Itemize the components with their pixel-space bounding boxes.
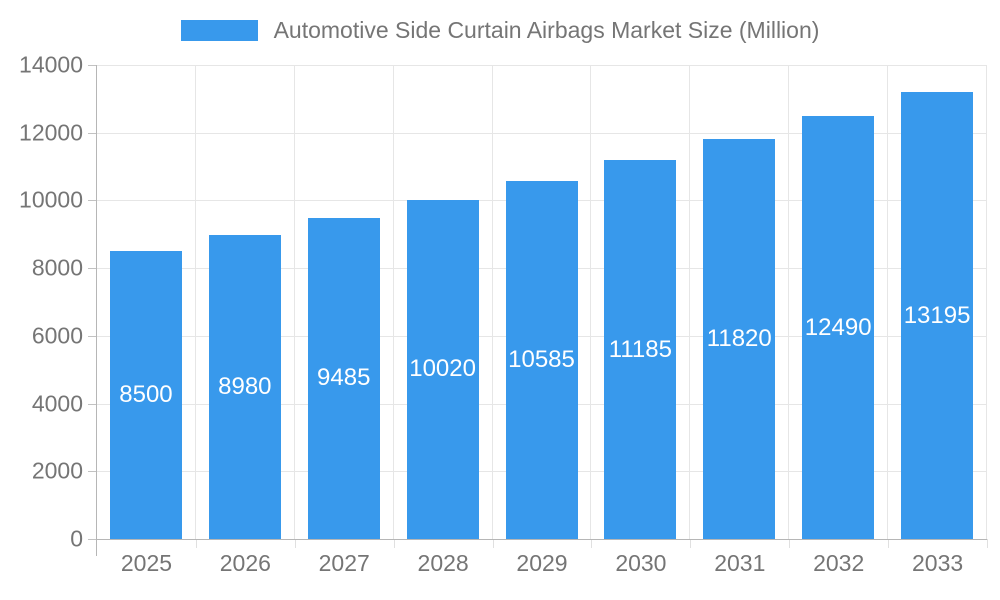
y-axis-tick xyxy=(88,335,96,337)
x-axis-tick xyxy=(294,539,296,548)
bar-value-label: 8500 xyxy=(119,381,173,409)
x-axis-tick xyxy=(888,539,890,548)
chart-legend: Automotive Side Curtain Airbags Market S… xyxy=(0,17,1000,44)
x-axis-tick xyxy=(690,539,692,548)
bar-2032[interactable]: 12490 xyxy=(802,116,875,539)
bar-2033[interactable]: 13195 xyxy=(901,92,974,539)
legend-label: Automotive Side Curtain Airbags Market S… xyxy=(273,17,820,43)
bar-value-label: 9485 xyxy=(317,364,371,392)
y-axis-tick xyxy=(88,403,96,405)
y-axis-label: 14000 xyxy=(19,51,83,78)
x-axis: 2025 2026 2027 2028 2029 2030 2031 2032 2033 xyxy=(97,550,987,577)
x-axis-label-2029: 2029 xyxy=(516,550,568,576)
category-cell-2030: 11185 xyxy=(591,65,691,539)
bar-2027[interactable]: 9485 xyxy=(307,217,380,539)
bar-value-label: 11185 xyxy=(608,335,672,363)
y-axis-tick xyxy=(88,65,96,66)
y-axis-tick xyxy=(88,132,96,134)
bar-value-label: 8980 xyxy=(218,372,272,400)
x-axis-label-2025: 2025 xyxy=(120,550,173,576)
bar-value-label: 10585 xyxy=(508,345,575,373)
x-axis-tick xyxy=(591,539,593,548)
legend-swatch-icon xyxy=(180,20,258,41)
category-cell-2028: 10020 xyxy=(394,65,493,539)
x-axis-tick xyxy=(987,539,988,548)
category-cell-2027: 9485 xyxy=(295,65,394,539)
y-axis: 0 2000 4000 6000 8000 10000 12000 14000 xyxy=(0,52,97,552)
bar-value-label: 11820 xyxy=(706,324,772,352)
x-axis-label-2026: 2026 xyxy=(219,550,271,576)
category-cell-2032: 12490 xyxy=(789,65,889,539)
gridline xyxy=(97,132,987,134)
category-cell-2033: 13195 xyxy=(888,65,988,539)
x-axis-tick xyxy=(492,539,494,548)
y-axis-label: 0 xyxy=(70,525,83,552)
x-baseline xyxy=(97,539,987,540)
bar-value-label: 12490 xyxy=(804,313,872,341)
y-axis-tick xyxy=(88,200,96,202)
x-axis-label-2032: 2032 xyxy=(813,550,865,576)
bar-value-label: 10020 xyxy=(409,355,476,383)
gridline xyxy=(97,65,987,66)
bar-2030[interactable]: 11185 xyxy=(604,160,677,539)
y-axis-label: 6000 xyxy=(31,322,83,349)
y-axis-label: 12000 xyxy=(19,119,83,146)
bar-value-label: 13195 xyxy=(903,301,971,329)
bar-2029[interactable]: 10585 xyxy=(505,180,578,539)
bar-2028[interactable]: 10020 xyxy=(406,199,479,539)
y-axis-tick xyxy=(88,539,96,540)
x-axis-label-2027: 2027 xyxy=(318,550,370,576)
x-axis-label-2031: 2031 xyxy=(714,550,766,576)
category-cell-2031: 11820 xyxy=(690,65,790,539)
category-cell-2026: 8980 xyxy=(196,65,295,539)
x-axis-label-2030: 2030 xyxy=(615,550,667,576)
bar-2025[interactable]: 8500 xyxy=(109,251,182,539)
y-axis-label: 10000 xyxy=(19,186,83,213)
x-axis-tick xyxy=(393,539,395,548)
y-axis-label: 2000 xyxy=(31,457,83,484)
y-axis-tick xyxy=(88,471,96,473)
bar-2031[interactable]: 11820 xyxy=(703,138,776,539)
y-axis-label: 4000 xyxy=(31,390,83,417)
plot-area: 8500 8980 9485 10020 10585 11185 11820 12490 131… xyxy=(97,65,988,540)
x-axis-tick xyxy=(789,539,791,548)
y-axis-label: 8000 xyxy=(31,254,83,281)
x-axis-ticks xyxy=(97,539,988,548)
x-axis-tick xyxy=(195,539,197,548)
category-cell-2029: 10585 xyxy=(493,65,592,539)
y-axis-tick xyxy=(88,268,96,270)
x-axis-label-2033: 2033 xyxy=(911,550,964,576)
category-cell-2025: 8500 xyxy=(97,65,196,539)
bar-2026[interactable]: 8980 xyxy=(208,234,281,539)
y-axis-line xyxy=(96,65,97,556)
x-axis-label-2028: 2028 xyxy=(417,550,469,576)
